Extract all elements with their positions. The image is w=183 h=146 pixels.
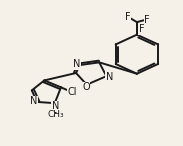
Text: N: N	[30, 96, 38, 106]
Text: F: F	[125, 12, 131, 22]
Text: O: O	[82, 82, 90, 92]
Text: F: F	[144, 15, 150, 25]
Text: N: N	[73, 59, 81, 69]
Text: F: F	[139, 24, 145, 34]
Text: CH₃: CH₃	[47, 110, 64, 119]
Text: N: N	[106, 72, 113, 82]
Text: N: N	[52, 101, 59, 111]
Text: Cl: Cl	[67, 87, 77, 97]
